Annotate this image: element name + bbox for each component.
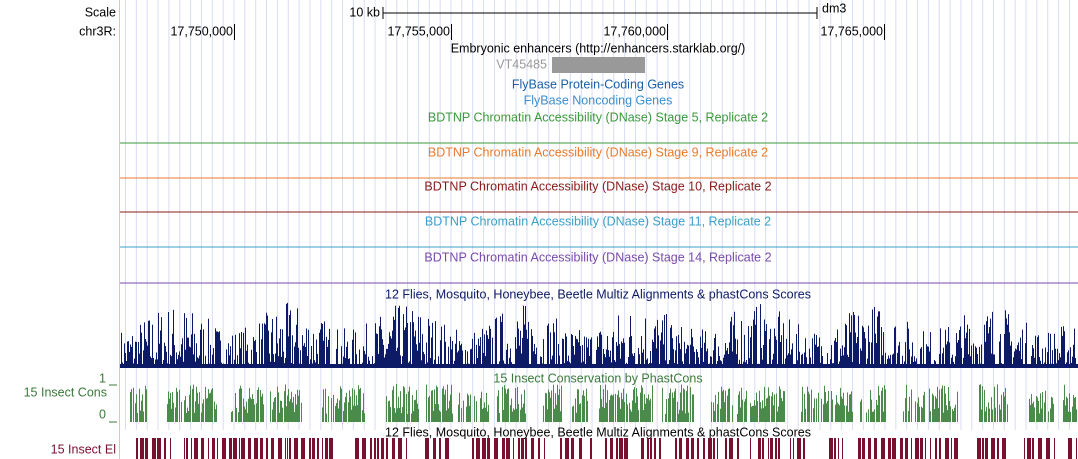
scale-label: Scale	[85, 5, 116, 19]
side-label[interactable]: 15 Insect Cons	[24, 385, 107, 399]
track-title: FlyBase Protein-Coding Genes	[512, 77, 684, 91]
scale-size: 10 kb	[349, 5, 380, 19]
conserved-elements	[136, 438, 1077, 459]
chrom-label: chr3R:	[79, 24, 116, 38]
track-title: BDTNP Chromatin Accessibility (DNase) St…	[425, 214, 771, 228]
position-label: 17,760,000	[603, 24, 666, 38]
conservation-signal	[120, 302, 1078, 368]
track-title: Embryonic enhancers (http://enhancers.st…	[451, 41, 746, 55]
track-title: 12 Flies, Mosquito, Honeybee, Beetle Mul…	[385, 287, 811, 301]
axis-label: 0	[99, 407, 106, 421]
axis-label: 1	[99, 371, 106, 385]
enhancer-item[interactable]	[552, 57, 645, 73]
track-title: BDTNP Chromatin Accessibility (DNase) St…	[428, 110, 768, 124]
side-label[interactable]: 15 Insect El	[51, 442, 116, 456]
element-blocks	[136, 438, 1077, 459]
track-title: 12 Flies, Mosquito, Honeybee, Beetle Mul…	[385, 425, 811, 439]
track-title: BDTNP Chromatin Accessibility (DNase) St…	[424, 179, 771, 193]
enhancer-label[interactable]: VT45485	[496, 57, 547, 71]
position-label: 17,755,000	[387, 24, 450, 38]
ruler-ticks	[234, 24, 885, 40]
position-label: 17,750,000	[170, 24, 233, 38]
signal-bars	[120, 302, 1078, 368]
track-title: BDTNP Chromatin Accessibility (DNase) St…	[424, 250, 771, 264]
track-title: FlyBase Noncoding Genes	[524, 93, 673, 107]
track-title: 15 Insect Conservation by PhastCons	[493, 371, 702, 385]
track-title: BDTNP Chromatin Accessibility (DNase) St…	[428, 145, 768, 159]
assembly: dm3	[822, 1, 846, 15]
signal-bars	[130, 384, 1077, 422]
phastcons-signal	[130, 384, 1077, 422]
position-label: 17,765,000	[820, 24, 883, 38]
